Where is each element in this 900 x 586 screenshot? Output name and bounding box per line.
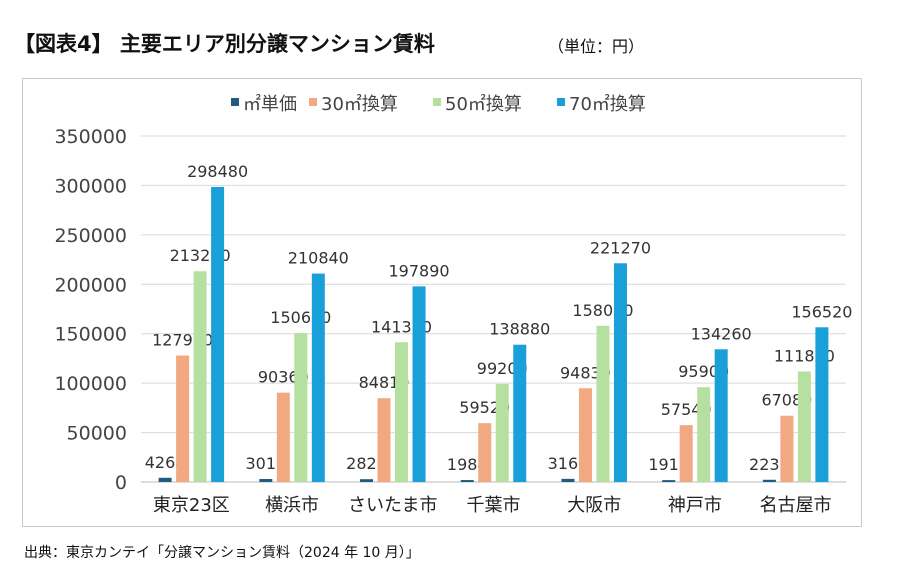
x-tick-label: 東京23区 <box>153 495 230 516</box>
y-tick-label: 250000 <box>54 225 127 247</box>
x-tick-label: 横浜市 <box>265 495 319 516</box>
bar-4 <box>513 344 527 482</box>
bar-3 <box>193 271 207 482</box>
bar-chart: 0 50000 100000 150000 200000 250000 300000 3500… <box>54 93 852 516</box>
x-tick-label: 大阪市 <box>567 495 621 516</box>
bar-3 <box>797 371 811 482</box>
bar-4 <box>311 273 325 482</box>
data-label: 3012 <box>245 454 286 473</box>
legend-swatch <box>557 98 565 106</box>
y-tick-label: 300000 <box>54 175 127 197</box>
bar-4 <box>412 286 426 482</box>
y-tick-label: 100000 <box>54 373 127 395</box>
legend-swatch <box>433 98 441 106</box>
y-tick-label: 0 <box>115 472 127 494</box>
x-tick-label: 神戸市 <box>668 495 722 516</box>
legend-label: ㎡単価 <box>243 93 297 115</box>
bar-2 <box>578 388 592 482</box>
legend-label: 30㎡換算 <box>321 93 398 115</box>
bar-1 <box>460 480 474 482</box>
bar-1 <box>259 479 273 482</box>
y-tick-label: 150000 <box>54 324 127 346</box>
data-label: 2827 <box>346 454 387 473</box>
data-label: 1918 <box>648 455 689 474</box>
bar-3 <box>495 383 509 482</box>
legend-swatch <box>309 98 317 106</box>
legend-label: 50㎡換算 <box>445 93 522 115</box>
data-label: 1984 <box>447 455 488 474</box>
bar-2 <box>276 392 290 482</box>
bar-4 <box>613 263 627 482</box>
x-tick-label: 名古屋市 <box>760 495 832 516</box>
bar-4 <box>714 349 728 482</box>
source-note: 出典：東京カンテイ「分譲マンション賃料（2024 年 10 月）」 <box>24 545 420 561</box>
chart-title: 【図表4】 主要エリア別分譲マンション賃料 <box>14 32 435 56</box>
data-label: 197890 <box>388 261 449 280</box>
data-label: 3161 <box>548 454 589 473</box>
y-tick-label: 200000 <box>54 274 127 296</box>
y-tick-label: 350000 <box>54 126 127 148</box>
y-tick-label: 50000 <box>67 423 127 445</box>
bar-1 <box>561 478 575 482</box>
data-label: 134260 <box>691 324 752 343</box>
bar-2 <box>780 415 794 482</box>
x-tick-label: 千葉市 <box>467 495 521 516</box>
bar-2 <box>176 355 190 482</box>
legend-swatch <box>231 98 239 106</box>
data-label: 4264 <box>145 453 186 472</box>
bar-2 <box>679 425 693 482</box>
data-label: 210840 <box>288 249 349 268</box>
bar-3 <box>294 333 308 482</box>
bar-4 <box>815 327 829 482</box>
bar-3 <box>395 342 409 482</box>
data-label: 156520 <box>791 302 852 321</box>
x-tick-label: さいたま市 <box>348 495 437 516</box>
bar-3 <box>596 325 610 482</box>
bar-2 <box>377 398 391 482</box>
data-label: 2236 <box>749 455 790 474</box>
unit-label: （単位：円） <box>548 37 645 56</box>
data-label: 298480 <box>187 162 248 181</box>
bar-2 <box>478 423 492 482</box>
bar-1 <box>762 479 776 482</box>
bar-1 <box>360 479 374 482</box>
legend-label: 70㎡換算 <box>569 93 646 115</box>
bar-1 <box>662 480 676 482</box>
bar-4 <box>211 186 225 482</box>
data-label: 138880 <box>489 320 550 339</box>
bar-1 <box>158 477 172 482</box>
bar-3 <box>697 387 711 482</box>
chart-container: 0 50000 100000 150000 200000 250000 300000 3500… <box>22 78 862 527</box>
data-label: 221270 <box>590 238 651 257</box>
